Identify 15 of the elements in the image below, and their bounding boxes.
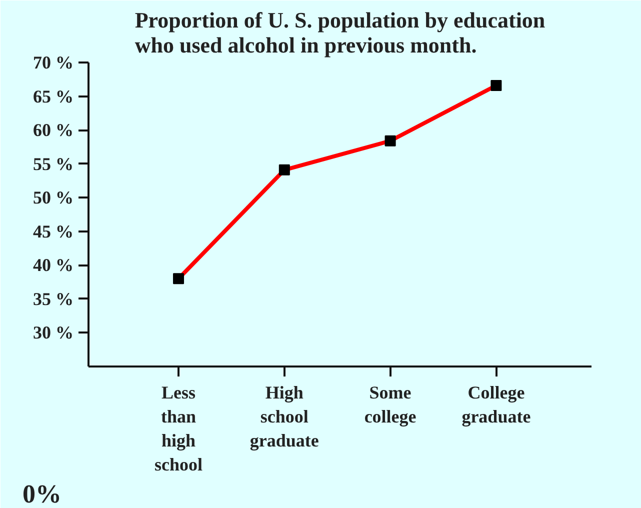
y-tick-label: 30 %: [33, 322, 74, 343]
y-tick-label: 70 %: [33, 52, 74, 72]
text: 0%: [22, 480, 62, 508]
x-tick-label: High school graduate: [250, 382, 319, 450]
y-tick-label: 40 %: [33, 255, 74, 276]
y-tick-label: 60 %: [33, 120, 74, 140]
y-tick-label: 45 %: [33, 221, 74, 242]
x-tick-label: Less than high school: [154, 382, 203, 474]
y-tick-label: 65 %: [33, 86, 74, 106]
x-tick-label: Some college: [364, 382, 416, 426]
chart-title: Proportion of U. S. population by education who used alcohol in previous month.: [134, 8, 546, 58]
y-tick-label: 50 %: [33, 188, 74, 208]
y-tick-label: 35 %: [33, 288, 74, 309]
x-tick-label: College graduate: [462, 382, 531, 426]
y-tick-label: 55 %: [33, 154, 74, 174]
